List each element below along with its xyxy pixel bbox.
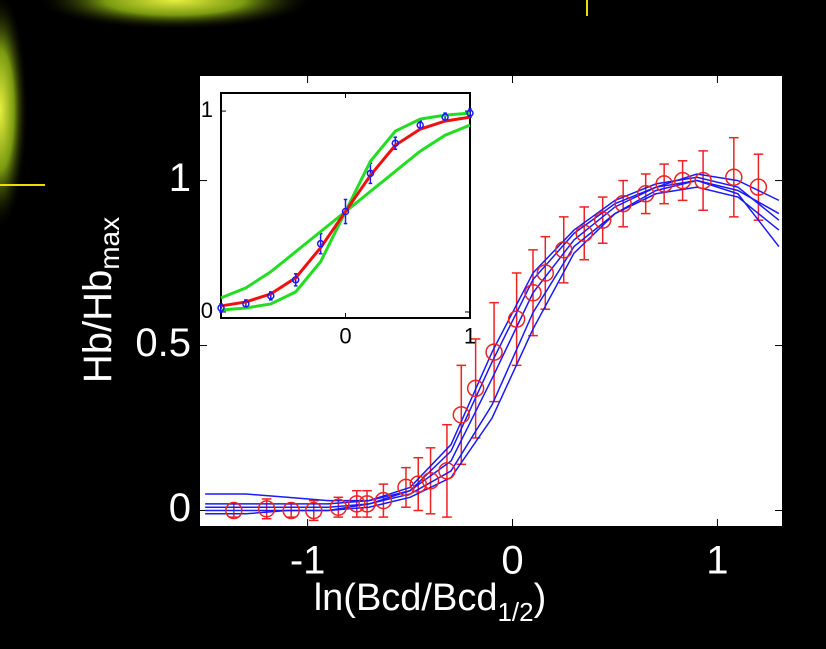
data-point: [217, 304, 225, 312]
x-tick-label: 0: [501, 539, 523, 583]
data-point: [536, 264, 555, 282]
data-point: [452, 406, 471, 424]
data-point: [366, 169, 375, 178]
data-point: [441, 113, 449, 121]
data-point: [725, 168, 743, 187]
x-label-end: ): [534, 577, 547, 619]
data-point: [524, 284, 542, 302]
data-point: [242, 300, 250, 308]
x-axis-label: ln(Bcd/Bcd1/2): [314, 577, 547, 627]
glow: [35, 0, 315, 30]
x-label-main: ln(Bcd/Bcd: [314, 577, 498, 619]
series-line: [205, 179, 780, 502]
data-point: [507, 310, 526, 328]
y-axis-label: Hb/Hbmax: [76, 217, 126, 383]
data-point: [694, 171, 712, 190]
y-tick-label: 0.5: [135, 321, 191, 365]
data-point: [593, 211, 612, 229]
data-point: [225, 501, 243, 520]
data-point: [341, 207, 350, 216]
data-point: [374, 491, 393, 510]
data-point: [348, 495, 366, 513]
x-tick-label: 1: [464, 324, 476, 349]
glow: [0, 0, 28, 230]
series-line: [220, 115, 471, 308]
data-point: [316, 239, 325, 248]
series-line: [205, 186, 780, 508]
data-point: [305, 501, 323, 520]
data-point: [267, 292, 275, 300]
data-point: [655, 175, 673, 193]
data-point: [575, 224, 593, 243]
x-tick-label: -1: [290, 539, 326, 583]
x-tick-label: 1: [706, 539, 728, 583]
y-tick-label: 0: [201, 298, 213, 323]
data-point: [397, 478, 415, 497]
x-tick-label: -1: [211, 324, 231, 349]
data-point: [409, 475, 428, 493]
data-point: [257, 500, 276, 518]
y-label-main: Hb/Hb: [76, 270, 120, 383]
data-point: [466, 379, 485, 398]
data-point: [329, 498, 348, 516]
y-tick-label: 1: [201, 97, 213, 122]
data-point: [416, 121, 424, 129]
y-label-sub: max: [94, 217, 125, 270]
data-point: [636, 185, 655, 203]
data-point: [485, 343, 503, 361]
data-point: [391, 139, 400, 147]
x-label-sub: 1/2: [497, 597, 533, 627]
data-point: [554, 241, 573, 259]
data-point: [749, 178, 768, 196]
data-point: [673, 171, 692, 190]
data-point: [614, 194, 632, 213]
y-tick-label: 1: [169, 156, 191, 200]
data-point: [291, 276, 300, 284]
x-tick-label: 0: [339, 324, 351, 349]
y-tick-label: 0: [169, 486, 191, 530]
data-point: [466, 109, 474, 117]
data-point: [282, 501, 300, 520]
series-line: [205, 176, 780, 505]
series-line: [205, 179, 780, 515]
data-point: [421, 472, 440, 490]
data-point: [358, 495, 376, 513]
data-point: [438, 462, 456, 480]
